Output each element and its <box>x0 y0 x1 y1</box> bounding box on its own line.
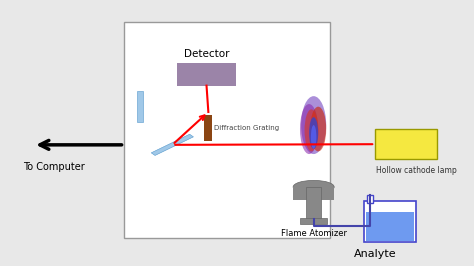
Bar <box>293 187 334 200</box>
Bar <box>306 187 321 219</box>
Text: Hollow cathode lamp: Hollow cathode lamp <box>376 166 457 175</box>
Bar <box>204 115 212 141</box>
Polygon shape <box>137 91 144 122</box>
Ellipse shape <box>309 117 318 149</box>
Text: Analyte: Analyte <box>354 249 397 259</box>
Bar <box>125 22 329 238</box>
Bar <box>366 211 414 241</box>
Bar <box>375 129 437 159</box>
Text: Diffraction Grating: Diffraction Grating <box>214 125 279 131</box>
Ellipse shape <box>301 96 326 154</box>
Text: To Computer: To Computer <box>23 162 85 172</box>
Ellipse shape <box>300 104 318 154</box>
Polygon shape <box>151 134 193 155</box>
Ellipse shape <box>304 109 318 151</box>
Bar <box>364 201 416 242</box>
Bar <box>177 63 236 86</box>
Bar <box>300 218 328 224</box>
Text: Detector: Detector <box>184 49 229 59</box>
Bar <box>367 195 373 203</box>
Ellipse shape <box>311 125 316 149</box>
Ellipse shape <box>293 180 334 194</box>
Text: Flame Atomizer: Flame Atomizer <box>281 229 346 238</box>
Ellipse shape <box>310 107 326 151</box>
